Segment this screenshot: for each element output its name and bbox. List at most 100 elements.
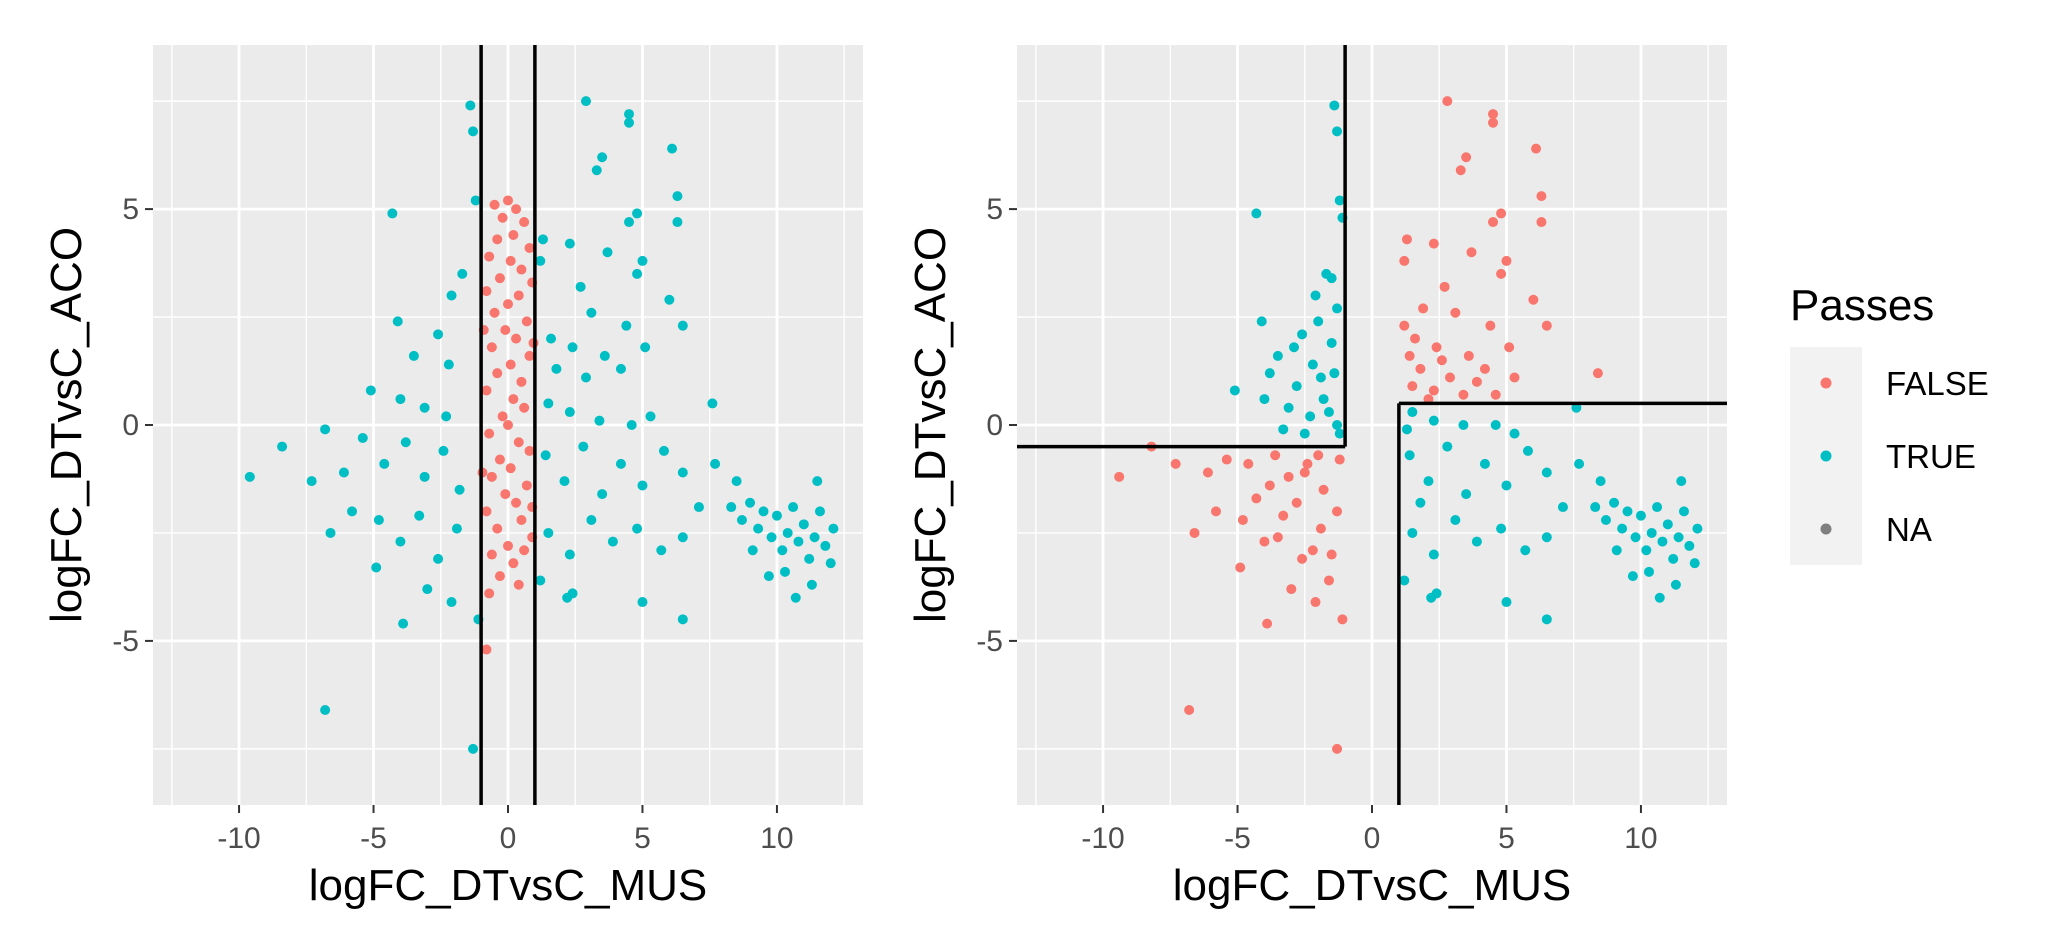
right-point-true <box>1305 411 1316 422</box>
right-point-true <box>1622 506 1633 517</box>
left-point-true <box>419 471 430 482</box>
left-x-tick-label: -5 <box>360 822 387 855</box>
left-point-false <box>497 212 508 223</box>
right-point-true <box>1299 428 1310 439</box>
right-y-tick-label: 0 <box>986 409 1003 442</box>
right-point-true <box>1541 614 1552 625</box>
left-point-false <box>513 437 524 448</box>
right-point-true <box>1652 502 1663 513</box>
left-point-false <box>486 342 497 353</box>
right-point-true <box>1678 506 1689 517</box>
right-point-true <box>1264 368 1275 379</box>
right-point-false <box>1184 705 1195 715</box>
right-point-true <box>1646 527 1657 538</box>
left-point-false <box>503 540 513 551</box>
right-point-true <box>1595 476 1606 487</box>
left-point-false <box>481 286 492 297</box>
left-point-true <box>567 342 578 353</box>
right-point-true <box>1627 571 1638 582</box>
left-x-axis-title: logFC_DTvsC_MUS <box>309 861 708 910</box>
left-point-false <box>521 316 532 327</box>
right-point-false <box>1436 355 1447 366</box>
left-point-true <box>454 484 465 495</box>
left-point-true <box>693 502 704 513</box>
right-point-false <box>1399 255 1410 266</box>
right-point-false <box>1485 320 1496 331</box>
right-point-true <box>1310 290 1321 301</box>
right-point-false <box>1410 333 1421 344</box>
right-point-true <box>1323 407 1334 418</box>
left-point-true <box>446 597 457 608</box>
right-point-true <box>1251 208 1262 219</box>
left-point-true <box>640 342 651 353</box>
right-point-false <box>1332 506 1343 517</box>
left-point-false <box>508 394 519 405</box>
left-point-false <box>516 376 527 387</box>
left-point-true <box>747 545 758 556</box>
left-point-true <box>599 350 610 361</box>
right-point-true <box>1442 441 1453 452</box>
left-point-false <box>508 230 519 240</box>
left-point-false <box>500 489 511 500</box>
left-point-false <box>494 454 505 465</box>
left-point-false <box>494 571 505 582</box>
right-y-tick-label: 5 <box>986 193 1003 226</box>
left-point-true <box>357 432 368 443</box>
left-point-true <box>244 471 255 482</box>
right-point-false <box>1463 350 1474 361</box>
left-point-false <box>511 497 522 508</box>
left-point-true <box>777 545 788 556</box>
left-point-true <box>624 117 635 128</box>
right-point-false <box>1496 268 1507 279</box>
left-point-true <box>707 398 718 409</box>
left-point-true <box>615 363 626 374</box>
left-point-true <box>408 350 419 361</box>
left-point-false <box>513 579 524 590</box>
left-point-false <box>484 251 495 262</box>
right-y-axis-title: logFC_DTvsC_ACO <box>906 227 955 623</box>
left-point-true <box>790 592 801 603</box>
left-point-true <box>578 441 589 452</box>
left-point-true <box>468 126 479 137</box>
right-point-false <box>1259 536 1270 547</box>
left-point-true <box>320 705 331 715</box>
left-point-true <box>433 553 444 564</box>
right-point-false <box>1302 458 1313 469</box>
left-point-true <box>624 109 635 120</box>
right-point-true <box>1644 566 1655 577</box>
left-point-true <box>753 523 764 534</box>
left-point-true <box>320 424 331 435</box>
left-point-true <box>658 445 669 456</box>
left-point-true <box>465 100 476 111</box>
right-point-false <box>1278 510 1289 521</box>
left-point-true <box>745 497 756 508</box>
left-point-true <box>562 592 573 603</box>
right-point-false <box>1291 497 1302 508</box>
right-point-true <box>1428 415 1439 426</box>
left-point-true <box>347 506 358 517</box>
left-point-true <box>373 515 384 525</box>
right-point-true <box>1399 575 1410 586</box>
right-point-true <box>1541 467 1552 478</box>
legend-key-true <box>1820 450 1832 462</box>
left-point-true <box>788 502 799 513</box>
left-point-true <box>597 152 608 163</box>
right-point-false <box>1334 454 1345 465</box>
left-point-true <box>793 536 804 547</box>
left-point-true <box>537 234 548 245</box>
left-point-false <box>505 255 516 266</box>
right-point-false <box>1337 614 1348 625</box>
left-point-true <box>677 532 688 543</box>
left-point-false <box>519 545 530 556</box>
left-point-false <box>508 558 519 569</box>
right-point-false <box>1270 450 1281 461</box>
left-point-false <box>516 264 527 275</box>
right-point-false <box>1531 143 1542 154</box>
left-point-true <box>782 527 793 538</box>
right-point-true <box>1617 523 1628 534</box>
right-point-false <box>1488 109 1499 120</box>
right-point-true <box>1541 532 1552 543</box>
left-point-true <box>591 165 602 176</box>
left-point-true <box>677 614 688 625</box>
right-point-true <box>1229 385 1240 396</box>
